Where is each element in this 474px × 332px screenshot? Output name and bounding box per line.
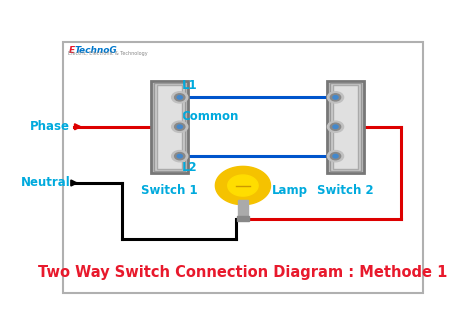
- FancyBboxPatch shape: [63, 42, 423, 293]
- Circle shape: [174, 94, 185, 101]
- Circle shape: [328, 121, 344, 132]
- Circle shape: [174, 123, 185, 130]
- Text: Switch 1: Switch 1: [141, 184, 198, 197]
- Circle shape: [172, 150, 188, 162]
- Text: Phase: Phase: [30, 120, 70, 133]
- Text: L2: L2: [182, 161, 197, 174]
- Polygon shape: [215, 166, 271, 205]
- FancyBboxPatch shape: [328, 81, 364, 173]
- Circle shape: [174, 153, 185, 160]
- Circle shape: [177, 125, 182, 128]
- Circle shape: [177, 154, 182, 158]
- FancyBboxPatch shape: [330, 83, 361, 171]
- Circle shape: [333, 96, 338, 99]
- Text: Switch 2: Switch 2: [318, 184, 374, 197]
- Polygon shape: [228, 175, 258, 196]
- FancyBboxPatch shape: [154, 83, 185, 171]
- FancyBboxPatch shape: [151, 81, 188, 173]
- Text: Electric, Electronic & Technology: Electric, Electronic & Technology: [68, 51, 148, 56]
- Bar: [237, 216, 249, 221]
- Circle shape: [330, 123, 341, 130]
- Text: Neutral: Neutral: [20, 177, 70, 190]
- Text: Common: Common: [182, 110, 239, 123]
- Circle shape: [177, 96, 182, 99]
- Circle shape: [333, 125, 338, 128]
- Circle shape: [333, 154, 338, 158]
- Text: L1: L1: [182, 79, 197, 92]
- FancyBboxPatch shape: [157, 85, 182, 169]
- Text: Two Way Switch Connection Diagram : Methode 1: Two Way Switch Connection Diagram : Meth…: [38, 265, 447, 280]
- Circle shape: [328, 150, 344, 162]
- Circle shape: [330, 94, 341, 101]
- Circle shape: [172, 92, 188, 103]
- FancyBboxPatch shape: [333, 85, 358, 169]
- Circle shape: [330, 153, 341, 160]
- Bar: [238, 200, 248, 219]
- Text: Lamp: Lamp: [272, 184, 308, 197]
- Circle shape: [328, 92, 344, 103]
- Circle shape: [172, 121, 188, 132]
- Text: E: E: [68, 46, 74, 55]
- Text: TechnoG: TechnoG: [75, 46, 118, 55]
